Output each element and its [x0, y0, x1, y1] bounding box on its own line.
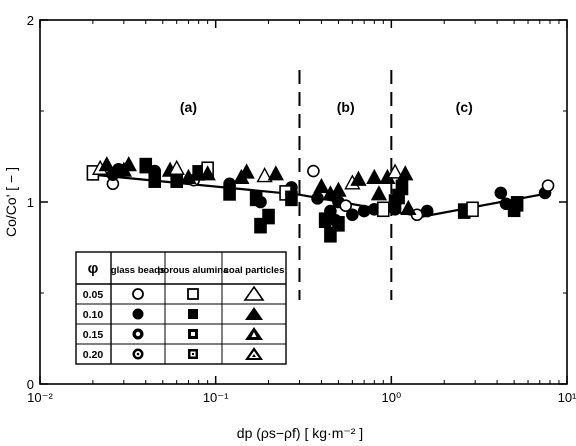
axis-ticks: 10⁻² 10⁻¹ 10⁰ 10¹ 0 1 2 — [27, 13, 576, 405]
legend-header-phi: φ — [88, 260, 99, 277]
data-point-square — [318, 212, 332, 228]
legend-square-open — [187, 288, 199, 300]
data-point-circle — [346, 208, 359, 222]
data-point-circle — [541, 179, 555, 192]
data-point-square — [324, 226, 337, 243]
data-point-triangle — [256, 167, 273, 183]
data-point-triangle — [199, 165, 216, 181]
x-tick-label: 10⁰ — [381, 390, 401, 405]
legend-row-phi: 0.10 — [83, 309, 104, 321]
data-point-triangle — [386, 163, 404, 179]
data-point-square — [254, 217, 267, 234]
x-tick-label: 10⁻² — [27, 390, 53, 405]
data-point-triangle — [98, 156, 115, 172]
legend-circle-dot-inner — [135, 331, 141, 337]
data-point-square — [249, 190, 263, 207]
legend-table: φ glass beads porous alumina coal partic… — [75, 251, 287, 365]
data-point-square — [139, 157, 153, 174]
data-point-triangle — [366, 168, 383, 185]
legend-row-phi: 0.20 — [83, 349, 104, 361]
data-point-triangle — [168, 159, 185, 175]
legend-header-coal-particles: coal particles — [224, 265, 285, 276]
legend-header-glass-beads: glass beads — [111, 265, 165, 276]
x-axis-label: dp (ρs−ρf) [ kg·m⁻² ] — [237, 425, 363, 441]
legend-header-porous-alumina: porous alumina — [158, 265, 229, 276]
data-point-triangle — [180, 168, 197, 185]
legend-triangle-ring-core — [252, 354, 256, 357]
legend-triangle-filled — [245, 307, 263, 320]
legend-circle-filled — [132, 308, 144, 320]
data-point-square — [148, 172, 162, 188]
data-point-circle — [420, 204, 434, 218]
data-point-triangle — [397, 165, 414, 181]
data-point-square — [466, 201, 479, 218]
legend-row-phi: 0.05 — [83, 289, 104, 301]
legend-square-ring-core — [192, 353, 194, 355]
legend-circle-open — [132, 288, 144, 300]
legend-circle-ring-core — [136, 352, 140, 356]
y-tick-label: 1 — [27, 195, 34, 210]
data-point-triangle — [313, 177, 330, 194]
data-point-square — [285, 190, 298, 207]
data-point-circle — [311, 192, 324, 205]
data-point-square — [376, 201, 390, 218]
data-point-triangle — [238, 163, 255, 179]
legend-triangle-dot-inner — [251, 332, 257, 337]
data-point-triangle — [120, 156, 137, 172]
data-points — [86, 156, 555, 243]
data-point-square — [395, 179, 409, 196]
x-tick-label: 10⁻¹ — [203, 390, 229, 405]
legend-triangle-open — [243, 285, 265, 301]
data-point-triangle — [267, 165, 284, 181]
region-label: (a) — [180, 99, 197, 115]
data-point-triangle — [330, 181, 347, 197]
legend-square-dot-inner — [191, 332, 195, 336]
data-point-square — [262, 208, 275, 225]
region-label: (b) — [337, 99, 355, 115]
x-tick-label: 10¹ — [558, 390, 576, 405]
data-point-circle — [357, 204, 371, 218]
data-point-square — [223, 185, 236, 201]
legend-square-filled — [188, 309, 198, 319]
region-labels: (a) (b) (c) — [180, 99, 473, 115]
y-axis-label: Co/Co' [ − ] — [3, 167, 19, 237]
data-point-triangle — [350, 170, 367, 186]
y-tick-label: 2 — [27, 13, 34, 28]
data-point-square — [510, 196, 524, 212]
data-point-circle — [307, 164, 320, 178]
data-point-triangle — [400, 199, 417, 215]
data-point-square — [332, 216, 345, 232]
data-point-circle — [339, 199, 353, 212]
data-point-triangle — [370, 185, 388, 201]
region-label: (c) — [456, 99, 473, 115]
legend-row-phi: 0.15 — [83, 329, 104, 341]
y-tick-label: 0 — [27, 377, 34, 392]
region-boundaries — [298, 70, 393, 300]
data-point-circle — [494, 186, 508, 200]
